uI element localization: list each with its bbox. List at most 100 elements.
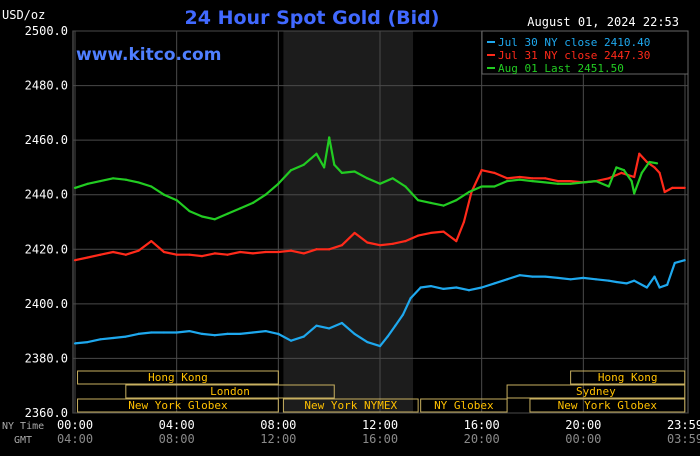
x-tick-label-gmt: 03:59 (667, 432, 700, 446)
series-point (99, 338, 102, 341)
series-point (556, 182, 560, 185)
series-point (429, 201, 432, 204)
session-bar: NY Globex (420, 398, 508, 413)
series-point (594, 278, 598, 281)
series-point (582, 181, 585, 184)
session-box (570, 370, 686, 385)
series-point (582, 276, 585, 280)
x-tick-label-gmt: 04:00 (57, 432, 93, 446)
series-point (625, 282, 628, 285)
series-point (289, 169, 293, 172)
series-point (640, 171, 643, 174)
series-point (378, 345, 382, 348)
series-point (86, 256, 89, 259)
series-point (200, 215, 204, 218)
series-point (429, 231, 432, 235)
series-point (455, 199, 458, 202)
series-point (455, 240, 458, 243)
series-point (264, 330, 267, 333)
series-point (251, 331, 255, 334)
series-point (213, 334, 216, 337)
legend-entry: Jul 31 NY close 2447.30 (498, 49, 650, 62)
series-point (239, 250, 242, 254)
series-point (645, 286, 648, 289)
series-point (429, 285, 432, 288)
session-bar: Sydney (506, 384, 686, 399)
y-tick-label: 2400.0 (25, 297, 68, 311)
series-point (607, 177, 610, 180)
y-tick-label: 2500.0 (25, 24, 68, 38)
series-point (391, 177, 394, 180)
shade-layer (283, 31, 414, 413)
x-tick-label-ny: 12:00 (362, 418, 398, 432)
x-tick-label-ny: 20:00 (565, 418, 601, 432)
series-point (162, 250, 166, 254)
series-point (417, 199, 420, 202)
session-box (529, 398, 686, 413)
series-point (239, 332, 242, 335)
y-tick-label: 2420.0 (25, 242, 68, 256)
ny-time-axis-label: NY Time (2, 421, 44, 432)
series-point (137, 332, 140, 335)
series-point (340, 244, 343, 247)
session-bar: New York NYMEX (282, 398, 419, 413)
session-bar: New York Globex (529, 398, 686, 413)
series-point (467, 190, 471, 194)
series-point (302, 252, 305, 255)
session-label: Hong Kong (598, 371, 658, 384)
session-label: New York Globex (128, 399, 228, 412)
series-point (188, 253, 191, 256)
series-point (277, 182, 280, 185)
series-point (366, 340, 369, 344)
series-point (251, 201, 255, 204)
series-point (638, 152, 641, 155)
series-point (630, 179, 633, 183)
x-tick-label-gmt: 16:00 (362, 432, 398, 446)
series-point (124, 253, 127, 256)
series-point (622, 169, 626, 172)
series-point (322, 166, 326, 169)
series-point (315, 324, 318, 327)
series-point (633, 192, 636, 195)
shaded-window (283, 31, 414, 413)
y-tick-label: 2480.0 (25, 79, 68, 93)
series-point (544, 181, 547, 184)
x-tick-label-ny: 04:00 (159, 418, 195, 432)
series-point (99, 253, 102, 256)
session-bar: Hong Kong (77, 370, 279, 385)
series-point (340, 171, 343, 174)
series-point (417, 234, 420, 237)
series-point (620, 171, 623, 174)
series-point (666, 283, 669, 286)
session-label: Hong Kong (148, 371, 208, 384)
series-line-0 (74, 259, 685, 348)
series-point (480, 286, 483, 289)
session-bar: New York Globex (77, 398, 279, 413)
series-point (615, 166, 618, 169)
x-tick-label-gmt: 08:00 (159, 432, 195, 446)
series-point (607, 279, 610, 282)
session-label: New York Globex (558, 399, 658, 412)
series-point (226, 253, 229, 256)
series-point (302, 163, 305, 166)
series-point (467, 289, 471, 292)
series-point (663, 190, 666, 194)
y-tick-label: 2360.0 (25, 406, 68, 420)
series-point (73, 342, 77, 345)
series-point (633, 175, 636, 179)
series-point (137, 181, 140, 184)
series-point (645, 160, 648, 164)
series-point (442, 287, 445, 290)
series-point (112, 177, 115, 180)
session-box (125, 384, 335, 399)
x-tick-label-gmt: 12:00 (260, 432, 296, 446)
session-label: Sydney (576, 385, 616, 398)
series-point (556, 179, 560, 183)
series-point (544, 275, 547, 278)
legend-entry: Jul 30 NY close 2410.40 (498, 36, 650, 49)
y-tick-label: 2380.0 (25, 351, 68, 365)
session-box (282, 398, 419, 413)
